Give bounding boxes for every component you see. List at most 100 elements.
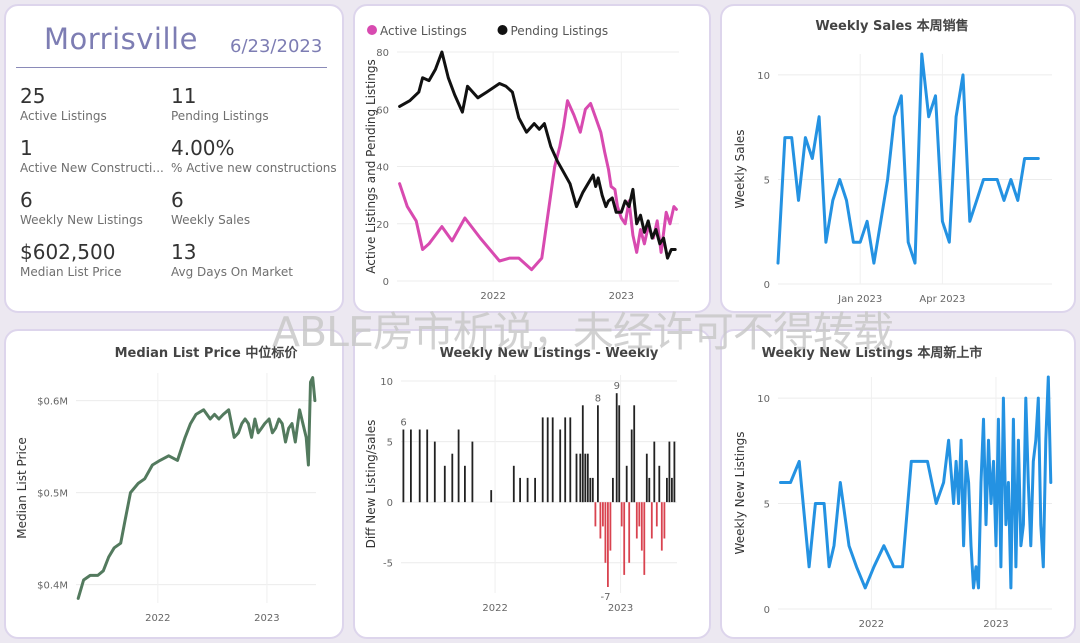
- diff-bar: [630, 429, 633, 503]
- kpi-pct-new-construction: 4.00% % Active new constructions: [171, 136, 341, 176]
- diff-bar: [612, 477, 614, 503]
- kpi-value: 25: [20, 84, 46, 108]
- diff-bar: [618, 405, 621, 503]
- y-tick-label: -5: [383, 559, 393, 570]
- diff-bar: [546, 417, 549, 503]
- chart-title: Weekly Sales 本周销售: [815, 18, 968, 34]
- kpi-card: Morrisville 6/23/2023 25 Active Listings…: [4, 4, 344, 313]
- kpi-value: 6: [171, 188, 184, 212]
- city-title: Morrisville: [44, 22, 198, 56]
- diff-new-listings-chart[interactable]: -5 0 5 10 2022 2023 Weekly New Listings - Week…: [355, 331, 709, 637]
- chart-title: Weekly New Listings 本周新上市: [762, 345, 983, 361]
- weekly-sales-chart-card: 0 5 10 Jan 2023 Apr 2023 Weekly Sales 本周销售 Wee…: [720, 4, 1076, 313]
- chart-title: Median List Price 中位标价: [115, 345, 299, 361]
- y-axis-label: Median List Price: [15, 437, 29, 539]
- report-date: 6/23/2023: [230, 36, 323, 57]
- diff-bar: [623, 502, 626, 575]
- diff-bar: [541, 417, 544, 503]
- data-label: 9: [614, 381, 620, 392]
- x-tick-label: 2023: [983, 619, 1008, 630]
- diff-bar: [607, 502, 609, 587]
- kpi-label: Avg Days On Market: [171, 265, 293, 279]
- diff-bar: [673, 441, 676, 503]
- kpi-value: $602,500: [20, 240, 116, 264]
- y-tick-label: 10: [380, 377, 393, 388]
- kpi-value: 11: [171, 84, 197, 108]
- diff-bar: [594, 502, 597, 527]
- diff-bar: [591, 477, 594, 503]
- y-tick-label: 5: [387, 438, 393, 449]
- diff-bar: [597, 405, 599, 503]
- diff-bar: [604, 502, 607, 563]
- weekly-new-listings-chart[interactable]: 0 5 10 2022 2023 Weekly New Listings 本周新上市 Wee…: [722, 331, 1074, 637]
- median-list-price-chart[interactable]: $0.4M $0.5M $0.6M 2022 2023 Median List Price…: [6, 331, 342, 637]
- diff-bar: [589, 477, 592, 503]
- median-list-price-chart-card: $0.4M $0.5M $0.6M 2022 2023 Median List Price…: [4, 329, 344, 639]
- diff-bar: [464, 465, 466, 503]
- y-tick-label: 0: [387, 498, 393, 509]
- diff-bar: [663, 502, 666, 539]
- diff-bar: [645, 453, 648, 503]
- y-tick-label: $0.5M: [37, 489, 68, 500]
- diff-bar: [575, 453, 578, 503]
- diff-bar: [418, 429, 421, 503]
- diff-bar: [579, 453, 582, 503]
- diff-bar: [584, 453, 587, 503]
- y-axis-label: Weekly Sales: [733, 129, 747, 208]
- diff-bar: [471, 441, 474, 503]
- kpi-weekly-sales: 6 Weekly Sales: [171, 188, 321, 228]
- kpi-label: Active New Constructi...: [20, 161, 164, 175]
- y-tick-label: $0.6M: [37, 397, 68, 408]
- diff-bar: [633, 405, 636, 503]
- diff-bar: [519, 477, 521, 503]
- chart-title: Weekly New Listings - Weekly: [440, 346, 659, 361]
- kpi-label: Pending Listings: [171, 109, 269, 123]
- diff-bar: [648, 477, 651, 503]
- y-tick-label: 0: [764, 605, 770, 616]
- diff-bar: [671, 477, 673, 503]
- kpi-label: Weekly New Listings: [20, 213, 143, 227]
- x-tick-label: 2022: [482, 603, 507, 614]
- diff-bar: [534, 477, 536, 503]
- diff-bar: [620, 502, 623, 527]
- title-divider: [16, 67, 327, 68]
- kpi-label: % Active new constructions: [171, 161, 337, 175]
- series-line: [398, 99, 678, 272]
- legend-marker: [367, 25, 377, 35]
- y-axis-label: Diff New Listing/sales: [364, 420, 378, 549]
- diff-bar: [457, 429, 460, 503]
- x-tick-label: 2022: [145, 613, 170, 624]
- diff-bar: [526, 477, 529, 503]
- y-tick-label: 5: [764, 175, 770, 186]
- y-tick-label: 40: [376, 163, 389, 174]
- legend-label: Pending Listings: [511, 24, 609, 38]
- diff-bar: [551, 417, 554, 503]
- kpi-value: 1: [20, 136, 33, 160]
- series-line: [779, 375, 1053, 590]
- diff-bar: [402, 429, 405, 503]
- kpi-label: Median List Price: [20, 265, 122, 279]
- kpi-median-list-price: $602,500 Median List Price: [20, 240, 170, 280]
- kpi-label: Active Listings: [20, 109, 107, 123]
- weekly-sales-chart[interactable]: 0 5 10 Jan 2023 Apr 2023 Weekly Sales 本周销售 Wee…: [722, 6, 1074, 311]
- diff-bar: [433, 441, 436, 503]
- y-axis-label: Weekly New Listings: [733, 432, 747, 555]
- x-tick-label: 2022: [859, 619, 884, 630]
- x-tick-label: Apr 2023: [919, 294, 965, 305]
- diff-bar: [650, 502, 653, 539]
- diff-new-listings-chart-card: -5 0 5 10 2022 2023 Weekly New Listings - Week…: [353, 329, 711, 639]
- x-tick-label: Jan 2023: [837, 294, 882, 305]
- kpi-label: Weekly Sales: [171, 213, 251, 227]
- kpi-value: 6: [20, 188, 33, 212]
- diff-bar: [559, 429, 562, 503]
- y-tick-label: 0: [764, 280, 770, 291]
- diff-bar: [443, 465, 446, 503]
- diff-bar: [490, 490, 493, 503]
- diff-bar: [569, 417, 572, 503]
- diff-bar: [660, 502, 663, 551]
- y-tick-label: 60: [376, 105, 389, 116]
- diff-bar: [426, 429, 429, 503]
- active-pending-listings-chart[interactable]: 0 20 40 60 80 2022 2023 Active Listings and Pen…: [355, 6, 709, 311]
- series-line: [776, 52, 1040, 265]
- diff-bar: [609, 502, 612, 551]
